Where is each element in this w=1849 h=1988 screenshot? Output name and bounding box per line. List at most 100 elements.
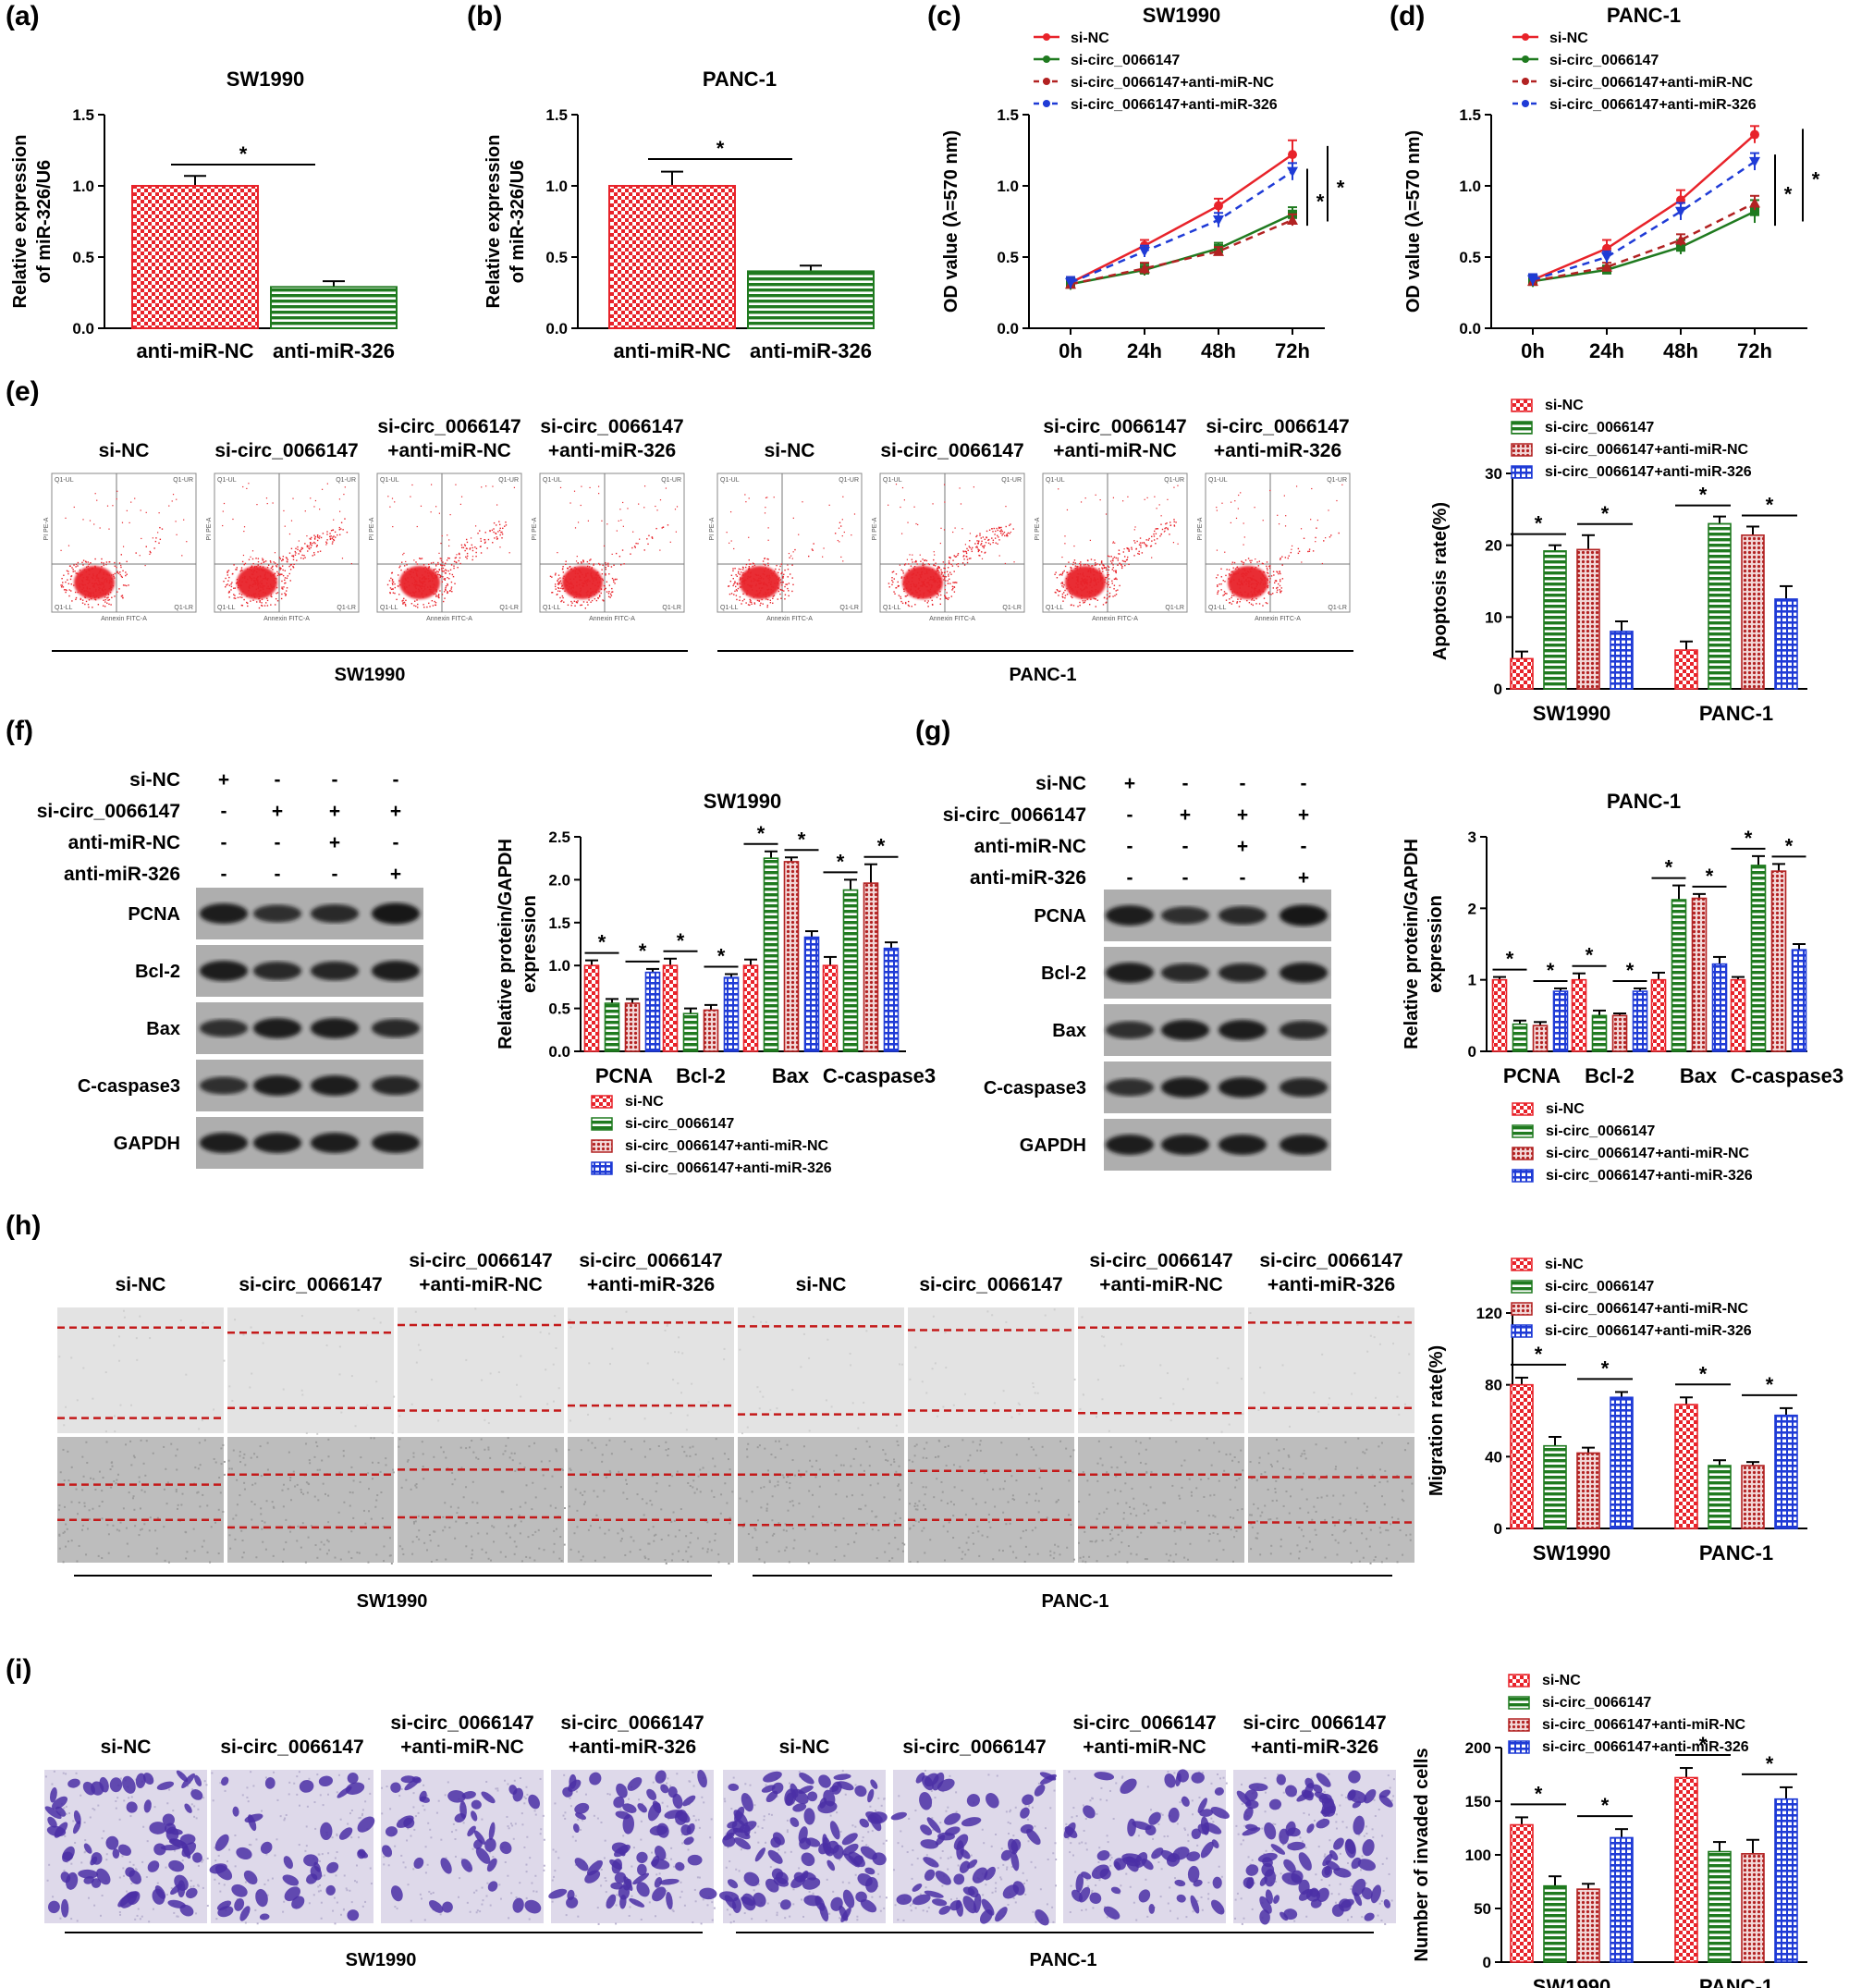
- flow-event: [981, 551, 983, 553]
- wound-texture: [176, 1468, 178, 1471]
- wound-texture: [677, 1382, 680, 1385]
- flow-event: [1256, 583, 1258, 586]
- wound-texture: [807, 1562, 810, 1565]
- flow-event: [1059, 573, 1061, 575]
- flow-event: [1138, 553, 1140, 555]
- wound-texture: [114, 1430, 116, 1433]
- flow-event: [241, 577, 244, 579]
- flow-event: [563, 601, 565, 603]
- wound-column-header: si-circ_0066147: [919, 1274, 1062, 1295]
- wound-texture: [139, 1507, 141, 1510]
- flow-event: [1228, 573, 1231, 575]
- flow-event: [158, 512, 160, 514]
- flow-event: [1267, 592, 1269, 595]
- chart-d-y-tick-label: 0.0: [1459, 320, 1481, 337]
- flow-event: [765, 593, 767, 595]
- chart-g-bar: [1512, 1023, 1528, 1052]
- chart-g-x-tick-label: PCNA: [1503, 1064, 1561, 1087]
- wound-texture: [285, 1518, 288, 1521]
- flow-event: [94, 558, 96, 560]
- wound-texture: [894, 1536, 897, 1539]
- wound-texture: [423, 1541, 426, 1544]
- flow-event: [891, 583, 893, 586]
- chart-f-bar: [883, 947, 900, 1052]
- western-f-treatment-sign: +: [218, 769, 229, 791]
- flow-event: [924, 579, 926, 581]
- flow-event: [430, 562, 433, 564]
- flow-event: [598, 591, 600, 593]
- flow-event: [780, 597, 782, 599]
- wound-texture: [665, 1562, 667, 1565]
- flow-event: [558, 590, 561, 593]
- wound-texture: [220, 1463, 223, 1466]
- flow-event: [576, 556, 578, 558]
- flow-event: [791, 564, 793, 566]
- flow-event: [580, 587, 582, 590]
- flow-event: [1059, 590, 1061, 592]
- flow-event: [1167, 528, 1169, 531]
- flow-event: [491, 529, 494, 532]
- western-g-treatment-sign: -: [1127, 836, 1133, 857]
- flow-event: [389, 592, 391, 594]
- flow-event: [952, 587, 954, 590]
- wound-texture: [702, 1547, 704, 1550]
- flow-event: [577, 600, 579, 602]
- wound-texture: [398, 1445, 400, 1448]
- wound-texture: [808, 1356, 811, 1359]
- flow-event: [1086, 582, 1088, 583]
- wound-texture: [143, 1491, 146, 1493]
- flow-event: [1123, 556, 1126, 558]
- flow-event: [292, 497, 294, 499]
- western-g-band: [1218, 906, 1267, 925]
- wound-texture: [500, 1491, 503, 1493]
- flow-event: [392, 525, 394, 528]
- flow-event: [407, 591, 410, 594]
- flow-event: [432, 577, 435, 579]
- flow-event: [98, 586, 100, 589]
- flow-event: [104, 596, 106, 598]
- wound-texture: [863, 1401, 865, 1404]
- flow-event: [413, 592, 416, 594]
- flow-event: [316, 534, 319, 536]
- flow-event: [776, 564, 778, 567]
- flow-event: [594, 584, 596, 586]
- flow-event: [767, 564, 769, 567]
- wound-texture: [899, 1489, 901, 1491]
- flow-event: [1108, 566, 1110, 569]
- wound-column-header: si-NC: [116, 1274, 166, 1295]
- wound-texture: [209, 1561, 212, 1564]
- flow-event: [580, 604, 582, 607]
- flow-event: [891, 579, 893, 582]
- flow-event: [228, 596, 230, 598]
- chart-c-series-line: [1070, 170, 1293, 284]
- flow-event: [1067, 579, 1070, 581]
- wound-texture: [569, 1468, 572, 1471]
- flow-event: [1254, 591, 1255, 593]
- flow-event: [935, 572, 937, 575]
- wound-texture: [818, 1485, 821, 1488]
- wound-texture: [92, 1507, 94, 1510]
- flow-event: [942, 561, 945, 563]
- flow-event: [93, 523, 95, 525]
- flow-event: [742, 580, 744, 583]
- flow-event: [1236, 602, 1238, 604]
- flow-event: [1084, 587, 1086, 589]
- flow-event: [104, 579, 106, 581]
- flow-event: [745, 563, 748, 566]
- flow-event: [445, 586, 447, 589]
- flow-event: [999, 530, 1001, 533]
- chart-f-bar: [783, 861, 800, 1052]
- flow-event: [737, 571, 740, 572]
- flow-event: [98, 581, 101, 583]
- wound-texture: [449, 1505, 452, 1508]
- flow-event: [1079, 567, 1082, 569]
- flow-quadrant-label: Q1-LL: [380, 605, 398, 611]
- flow-quadrant-label: Q1-UR: [336, 477, 356, 484]
- flow-event: [1086, 598, 1088, 600]
- chart-c-legend-label: si-circ_0066147: [1071, 53, 1180, 68]
- flow-event: [676, 506, 679, 508]
- chart-i-bar: [1510, 1823, 1534, 1963]
- flow-event: [647, 543, 649, 546]
- flow-event: [984, 538, 986, 541]
- wound-texture: [444, 1526, 447, 1528]
